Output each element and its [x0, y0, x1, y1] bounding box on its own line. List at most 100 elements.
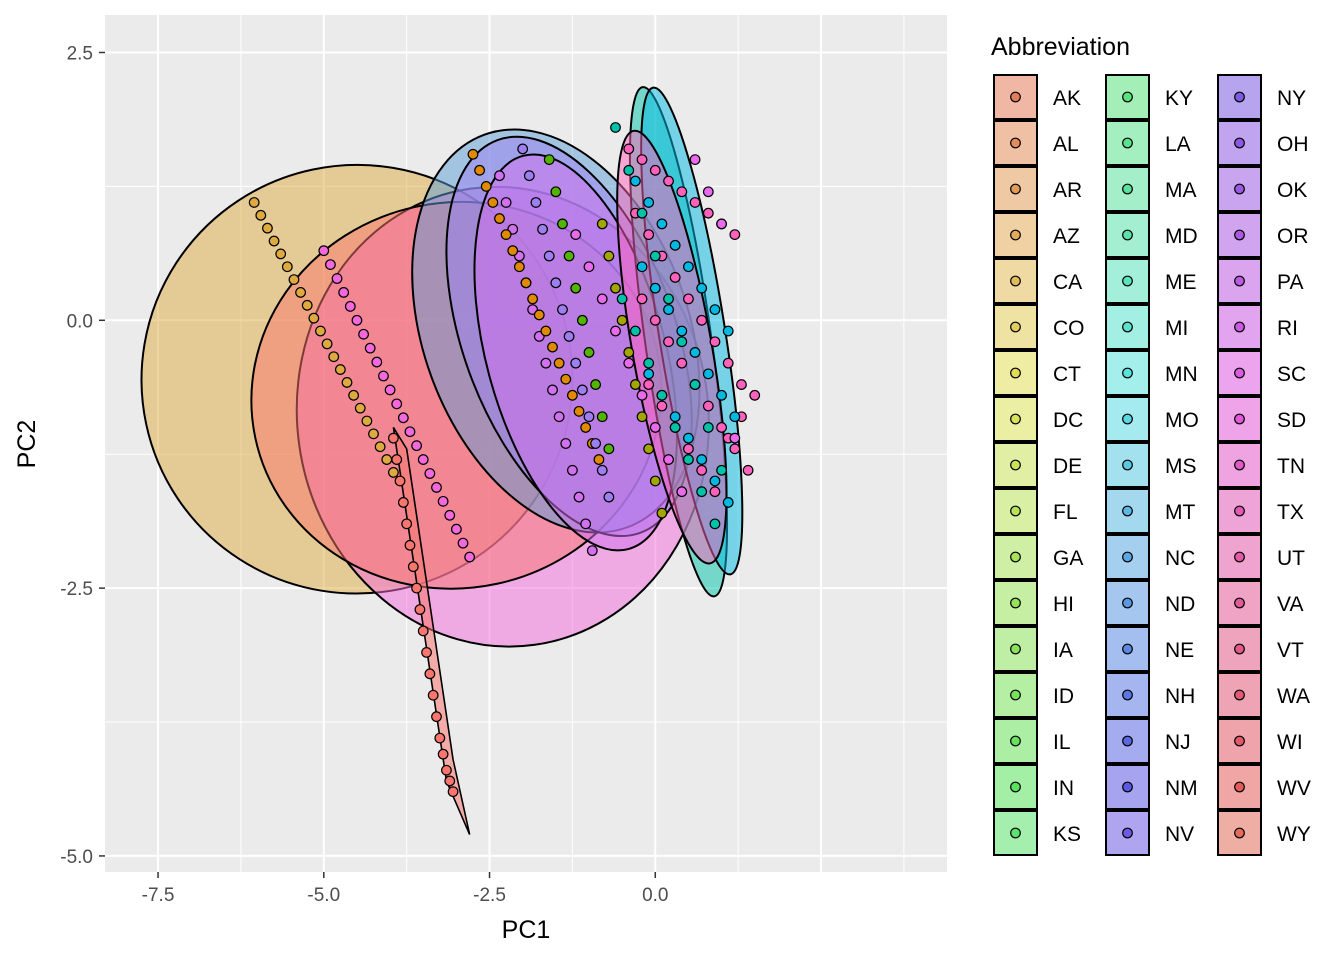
legend-label: WA: [1277, 685, 1310, 708]
point-layer: [248, 122, 761, 798]
legend-key: [1105, 304, 1150, 350]
legend-label: FL: [1053, 501, 1078, 524]
x-tick-label: -2.5: [473, 885, 506, 906]
legend-label: IN: [1053, 777, 1074, 800]
point-ca: [480, 180, 492, 192]
point-co: [268, 235, 280, 247]
legend-item-mi: MI: [1105, 304, 1188, 350]
legend-label: UT: [1277, 547, 1305, 570]
point-nj: [683, 261, 694, 273]
point-sd: [676, 486, 688, 498]
legend-key-point: [1010, 229, 1021, 241]
point-ok: [590, 438, 602, 449]
legend-label: MT: [1165, 501, 1195, 524]
legend-key-point: [1234, 689, 1245, 701]
legend-label: PA: [1277, 271, 1303, 294]
point-ak: [434, 732, 446, 744]
point-co: [354, 402, 366, 414]
point-sd: [702, 186, 714, 198]
legend-key-point: [1234, 551, 1245, 563]
legend-key-point: [1234, 413, 1245, 425]
point-va: [702, 207, 714, 219]
point-ak: [427, 689, 439, 701]
legend-label: WY: [1277, 823, 1311, 846]
point-pa: [553, 411, 565, 423]
legend-label: NC: [1165, 547, 1195, 570]
point-co: [255, 209, 267, 221]
legend-key: [993, 120, 1038, 166]
y-tick-label: 0.0: [67, 311, 93, 332]
point-ca: [467, 148, 479, 160]
legend-key-point: [1234, 781, 1245, 793]
point-pa: [500, 197, 512, 208]
legend-label: WI: [1277, 731, 1303, 754]
point-co: [361, 415, 373, 427]
legend-key-point: [1122, 183, 1133, 195]
point-va: [689, 197, 701, 208]
point-nj: [683, 432, 694, 444]
point-va: [749, 389, 761, 401]
legend-label: DC: [1053, 409, 1083, 432]
legend-label: MA: [1165, 179, 1197, 202]
legend-key-point: [1122, 367, 1133, 379]
legend-label: GA: [1053, 547, 1083, 570]
legend-key: [993, 810, 1038, 856]
legend-label: MD: [1165, 225, 1198, 248]
legend-key-point: [1122, 551, 1133, 563]
legend-key-point: [1234, 459, 1245, 471]
x-tick-label: -7.5: [142, 885, 175, 906]
legend-key-point: [1234, 275, 1245, 287]
point-co: [328, 351, 340, 363]
point-tn: [424, 468, 436, 479]
point-va: [649, 314, 661, 326]
point-co: [374, 441, 386, 453]
legend-key-point: [1234, 229, 1245, 241]
legend-item-id: ID: [993, 672, 1074, 718]
point-tn: [358, 328, 369, 340]
point-va: [709, 486, 721, 498]
legend-key-point: [1010, 91, 1021, 103]
legend-label: AL: [1053, 133, 1079, 156]
point-tn: [417, 454, 429, 465]
legend-key-point: [1234, 597, 1245, 609]
point-co: [262, 222, 273, 234]
point-ga: [643, 443, 655, 455]
legend-item-tn: TN: [1217, 442, 1305, 488]
point-nc: [623, 164, 635, 176]
point-ak: [411, 582, 423, 594]
legend-key: [1105, 442, 1150, 488]
point-ks: [563, 250, 575, 262]
point-tn: [325, 259, 336, 271]
point-tn: [344, 300, 356, 312]
point-ga: [636, 411, 648, 423]
point-ok: [550, 277, 562, 289]
legend-item-ia: IA: [993, 626, 1073, 672]
point-tn: [397, 412, 409, 424]
point-ak: [421, 646, 432, 658]
point-co: [281, 261, 293, 273]
point-co: [321, 338, 333, 350]
legend-key-point: [1010, 735, 1021, 747]
point-va: [696, 314, 708, 326]
point-sd: [596, 293, 608, 305]
legend-item-ne: NE: [1105, 626, 1194, 672]
legend-label: VA: [1277, 593, 1303, 616]
point-ak: [404, 539, 416, 551]
point-ca: [487, 197, 499, 208]
legend-key-point: [1010, 551, 1021, 563]
point-nc: [636, 207, 648, 219]
point-va: [683, 443, 694, 455]
point-nc: [676, 336, 688, 348]
legend-key-point: [1010, 459, 1021, 471]
point-nc: [656, 389, 668, 401]
point-ga: [616, 314, 628, 326]
legend-item-fl: FL: [993, 488, 1078, 534]
legend-item-ky: KY: [1105, 74, 1193, 120]
point-nj: [669, 239, 681, 251]
legend-item-sc: SC: [1217, 350, 1306, 396]
point-va: [643, 229, 655, 241]
point-nj: [643, 368, 655, 380]
legend-item-ma: MA: [1105, 166, 1197, 212]
point-nc: [669, 422, 681, 433]
